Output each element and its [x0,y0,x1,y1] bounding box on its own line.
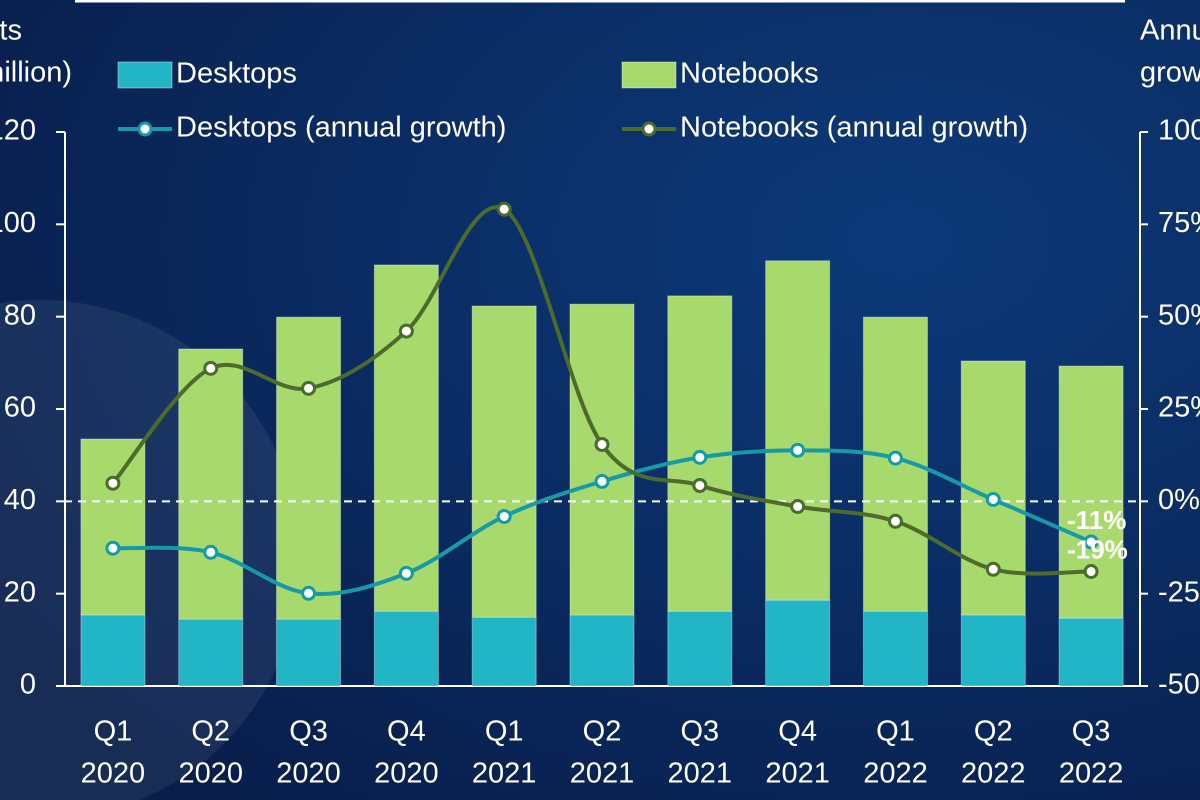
x-tick-label: 2020 [276,758,341,790]
growth-marker [301,380,317,396]
y2-axis-title: Annual [1140,15,1200,47]
value-label: -19% [1067,534,1128,564]
x-tick-label: Q2 [191,716,230,748]
x-tick-label: Q3 [1072,716,1111,748]
bar [80,438,146,616]
y-tick-label: 80 [4,299,36,331]
value-label: -11% [1067,505,1126,535]
growth-marker [790,442,806,458]
y-tick-label: 40 [4,484,36,516]
growth-marker [398,323,414,339]
growth-marker [1083,534,1099,550]
y2-tick-label: 0% [1158,484,1200,516]
growth-marker [105,475,121,491]
x-tick-label: 2022 [961,758,1026,790]
growth-marker [594,473,610,489]
bar [178,618,244,687]
bar [569,614,635,687]
legend-swatch [621,61,677,89]
legend-label: Desktops (annual growth) [176,112,506,144]
legend-label: Desktops [176,58,297,90]
bar [373,610,439,687]
x-tick-label: Q1 [485,716,524,748]
x-tick-label: 2020 [81,758,146,790]
bar [667,610,733,687]
y-tick-label: 100 [0,207,36,239]
bar [960,614,1026,687]
growth-marker [203,360,219,376]
legend-label: Notebooks [680,58,819,90]
bar [471,616,537,687]
growth-marker [105,540,121,556]
legend-marker [641,121,657,137]
x-tick-label: 2022 [1059,758,1124,790]
x-tick-label: 2021 [472,758,537,790]
y2-tick-label: 100% [1158,115,1200,147]
x-tick-label: Q4 [778,716,817,748]
legend-marker [137,121,153,137]
bar [471,305,537,618]
y2-tick-label: 75% [1158,207,1200,239]
growth-marker [496,201,512,217]
x-tick-label: 2021 [570,758,635,790]
growth-marker [301,585,317,601]
x-tick-label: 2022 [863,758,928,790]
bar [569,303,635,616]
y2-tick-label: -25% [1158,576,1200,608]
legend-swatch [117,61,173,89]
x-tick-label: Q3 [680,716,719,748]
growth-marker [594,436,610,452]
bar [1058,617,1124,687]
x-tick-label: Q4 [387,716,426,748]
y2-axis-title: growth [1140,57,1200,89]
bar [373,264,439,612]
y-tick-label: 120 [0,115,36,147]
growth-marker [985,491,1001,507]
bar [765,599,831,687]
x-tick-label: Q2 [974,716,1013,748]
y-axis-title: (million) [0,57,72,89]
y-tick-label: 0 [20,669,36,701]
y2-tick-label: 50% [1158,299,1200,331]
growth-marker [496,508,512,524]
y2-tick-label: -50% [1158,669,1200,701]
x-tick-label: 2021 [668,758,733,790]
y-tick-label: 20 [4,576,36,608]
y-axis-title: Units [0,15,22,47]
y-tick-label: 60 [4,392,36,424]
x-tick-label: 2020 [374,758,439,790]
x-tick-label: Q1 [876,716,915,748]
bar [276,316,342,620]
bar [80,614,146,687]
x-tick-label: 2021 [765,758,830,790]
growth-marker [398,565,414,581]
legend-label: Notebooks (annual growth) [680,112,1028,144]
x-tick-label: Q3 [289,716,328,748]
growth-marker [692,449,708,465]
x-tick-label: Q2 [583,716,622,748]
bar [276,618,342,687]
bar [862,610,928,687]
growth-marker [985,561,1001,577]
growth-marker [887,513,903,529]
growth-marker [203,544,219,560]
y2-tick-label: 25% [1158,392,1200,424]
growth-marker [692,477,708,493]
x-tick-label: Q1 [94,716,133,748]
growth-marker [790,499,806,515]
growth-marker [1083,564,1099,580]
x-tick-label: 2020 [178,758,243,790]
bar [765,260,831,601]
bar [178,348,244,620]
bar [1058,365,1124,619]
growth-marker [887,450,903,466]
